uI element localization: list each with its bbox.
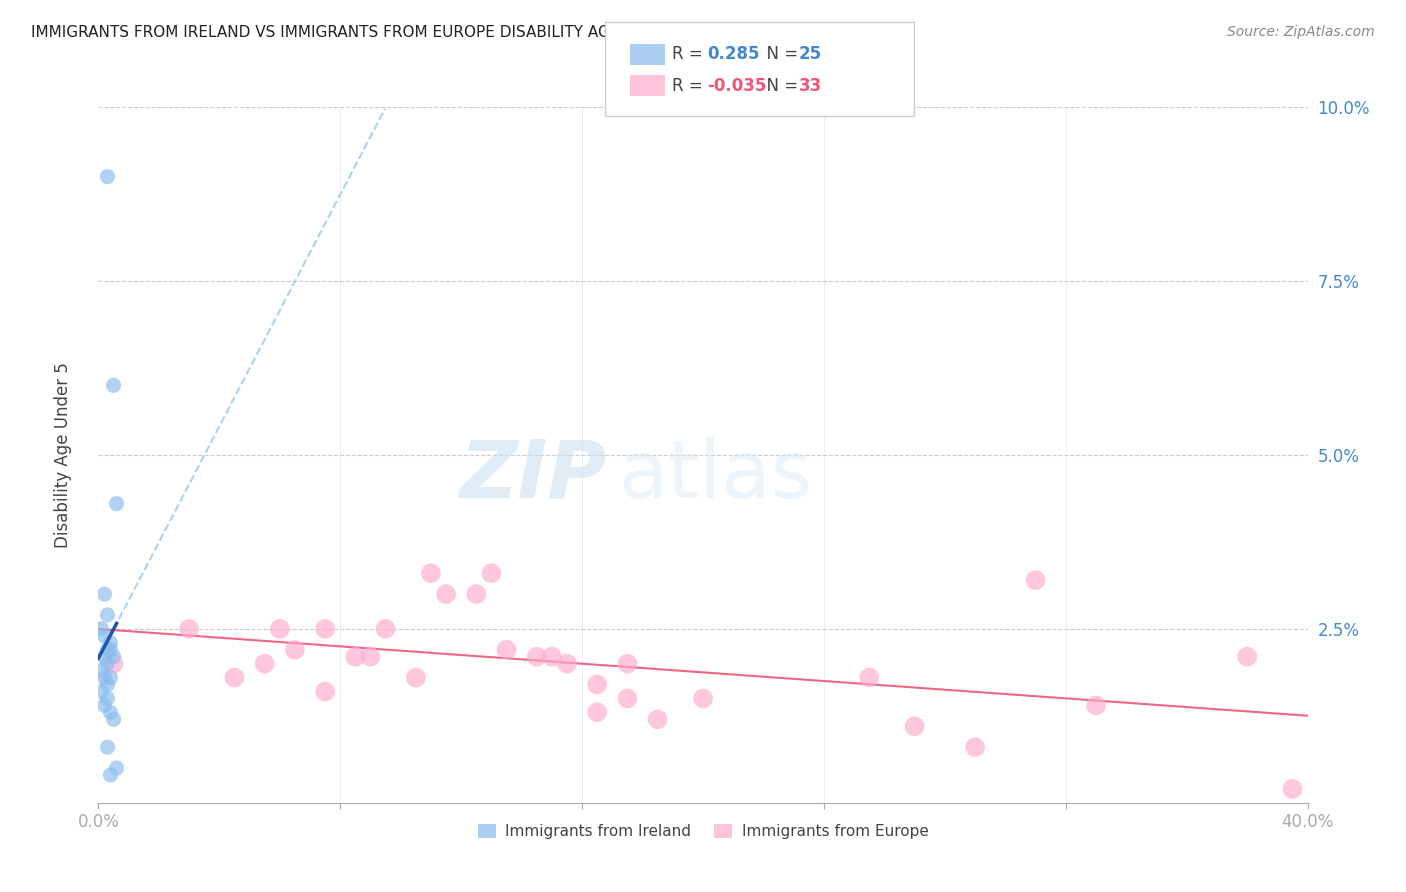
Point: [904, 719, 927, 733]
Point: [616, 691, 638, 706]
Point: [526, 649, 548, 664]
Point: [100, 636, 122, 650]
Legend: Immigrants from Ireland, Immigrants from Europe: Immigrants from Ireland, Immigrants from…: [472, 820, 934, 844]
Text: 0.285: 0.285: [707, 45, 759, 63]
Text: R =: R =: [672, 45, 709, 63]
Point: [284, 642, 307, 657]
Point: [253, 657, 276, 671]
Point: [224, 671, 246, 685]
Point: [555, 657, 578, 671]
Text: -0.035: -0.035: [707, 77, 766, 95]
Point: [858, 671, 880, 685]
Point: [100, 671, 122, 685]
Point: [586, 677, 609, 691]
Point: [360, 649, 382, 664]
Point: [100, 706, 122, 720]
Point: [103, 712, 125, 726]
Point: [540, 649, 562, 664]
Point: [93, 629, 115, 643]
Point: [93, 587, 115, 601]
Point: [465, 587, 488, 601]
Point: [103, 657, 125, 671]
Point: [434, 587, 457, 601]
Point: [269, 622, 291, 636]
Point: [93, 649, 115, 664]
Point: [105, 761, 128, 775]
Point: [1281, 781, 1303, 796]
Point: [96, 642, 118, 657]
Text: IMMIGRANTS FROM IRELAND VS IMMIGRANTS FROM EUROPE DISABILITY AGE UNDER 5 CORRELA: IMMIGRANTS FROM IRELAND VS IMMIGRANTS FR…: [31, 25, 863, 40]
Point: [93, 698, 115, 713]
Point: [96, 677, 118, 691]
Point: [90, 684, 112, 698]
Point: [96, 607, 118, 622]
Text: ZIP: ZIP: [458, 437, 606, 515]
Point: [90, 664, 112, 678]
Point: [93, 671, 115, 685]
Point: [96, 691, 118, 706]
Point: [314, 684, 336, 698]
Point: [647, 712, 669, 726]
Point: [405, 671, 427, 685]
Text: N =: N =: [756, 45, 804, 63]
Point: [495, 642, 517, 657]
Text: 25: 25: [799, 45, 821, 63]
Point: [1085, 698, 1108, 713]
Point: [616, 657, 638, 671]
Point: [100, 768, 122, 782]
Text: R =: R =: [672, 77, 709, 95]
Point: [374, 622, 396, 636]
Point: [179, 622, 201, 636]
Point: [344, 649, 367, 664]
Point: [1024, 573, 1046, 587]
Point: [105, 497, 128, 511]
Point: [96, 740, 118, 755]
Point: [965, 740, 987, 755]
Point: [103, 649, 125, 664]
Point: [586, 706, 609, 720]
Point: [90, 622, 112, 636]
Text: Source: ZipAtlas.com: Source: ZipAtlas.com: [1227, 25, 1375, 39]
Point: [1236, 649, 1258, 664]
Point: [100, 642, 122, 657]
Point: [481, 566, 503, 581]
Point: [420, 566, 443, 581]
Point: [96, 169, 118, 184]
Text: 33: 33: [799, 77, 823, 95]
Point: [314, 622, 336, 636]
Point: [96, 657, 118, 671]
Text: N =: N =: [756, 77, 804, 95]
Y-axis label: Disability Age Under 5: Disability Age Under 5: [53, 362, 72, 548]
Point: [692, 691, 714, 706]
Text: atlas: atlas: [619, 437, 813, 515]
Point: [103, 378, 125, 392]
